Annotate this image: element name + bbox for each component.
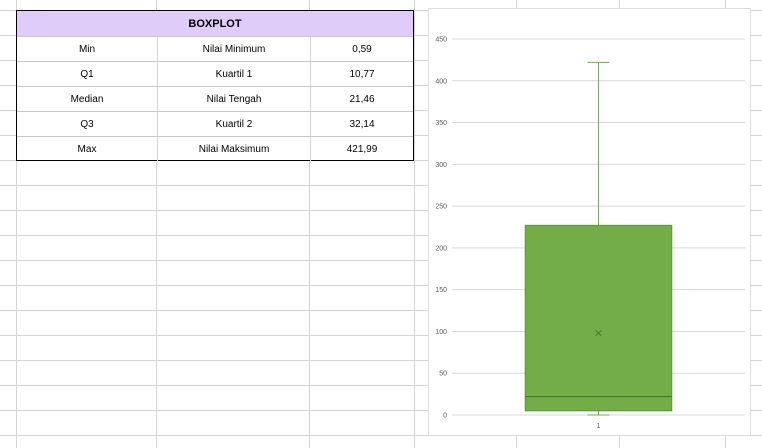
cell-stat-value[interactable]: 10,77 <box>349 68 375 80</box>
y-tick-label: 250 <box>435 204 447 211</box>
y-tick-label: 100 <box>435 329 447 336</box>
grid-row-line <box>0 285 762 286</box>
grid-column-line <box>414 0 415 448</box>
y-tick-label: 150 <box>435 287 447 294</box>
y-tick-label: 200 <box>435 245 447 252</box>
grid-row-line <box>0 435 762 436</box>
cell-stat-label[interactable]: Q3 <box>17 112 158 136</box>
table-title: BOXPLOT <box>17 11 413 36</box>
chart-canvas: 0 50 100 150 200 250 300 350 400 450 1 <box>435 37 745 430</box>
table-row: Min Nilai Minimum 0,59 <box>17 36 413 61</box>
boxplot-chart[interactable]: 0 50 100 150 200 250 300 350 400 450 1 <box>428 8 751 436</box>
cell-stat-description[interactable]: Nilai Tengah <box>158 87 311 111</box>
table-row: Q1 Kuartil 1 10,77 <box>17 61 413 86</box>
y-tick-label: 450 <box>435 37 447 44</box>
x-tick-label: 1 <box>597 423 601 430</box>
boxplot-summary-table: BOXPLOT Min Nilai Minimum 0,59 Q1 Kuarti… <box>16 10 414 161</box>
cell-stat-label[interactable]: Max <box>17 137 158 161</box>
cell-stat-value[interactable]: 0,59 <box>352 43 372 55</box>
grid-row-line <box>0 385 762 386</box>
grid-row-line <box>0 360 762 361</box>
table-row: Median Nilai Tengah 21,46 <box>17 86 413 111</box>
y-tick-label: 400 <box>435 78 447 85</box>
grid-row-line <box>0 410 762 411</box>
cell-stat-description[interactable]: Nilai Minimum <box>158 37 311 61</box>
y-tick-label: 300 <box>435 162 447 169</box>
grid-column-line <box>309 0 310 448</box>
y-tick-label: 0 <box>443 413 447 420</box>
grid-row-line <box>0 260 762 261</box>
mean-marker <box>595 329 602 337</box>
cell-stat-label[interactable]: Q1 <box>17 62 158 86</box>
cell-stat-value[interactable]: 421,99 <box>346 143 378 155</box>
box-q1-q3 <box>524 224 673 412</box>
cell-stat-value[interactable]: 21,46 <box>349 93 375 105</box>
grid-row-line <box>0 185 762 186</box>
y-tick-label: 350 <box>435 120 447 127</box>
cell-stat-description[interactable]: Nilai Maksimum <box>158 137 311 161</box>
grid-row-line <box>0 235 762 236</box>
cell-stat-description[interactable]: Kuartil 2 <box>158 112 311 136</box>
cell-stat-description[interactable]: Kuartil 1 <box>158 62 311 86</box>
table-row: Q3 Kuartil 2 32,14 <box>17 111 413 136</box>
cell-stat-value[interactable]: 32,14 <box>349 118 375 130</box>
grid-column-line <box>156 0 157 448</box>
grid-row-line <box>0 335 762 336</box>
table-row: Max Nilai Maksimum 421,99 <box>17 136 413 161</box>
cell-stat-label[interactable]: Median <box>17 87 158 111</box>
grid-row-line <box>0 310 762 311</box>
grid-row-line <box>0 210 762 211</box>
grid-column-line <box>16 0 17 448</box>
cell-stat-label[interactable]: Min <box>17 37 158 61</box>
y-tick-label: 50 <box>439 371 447 378</box>
